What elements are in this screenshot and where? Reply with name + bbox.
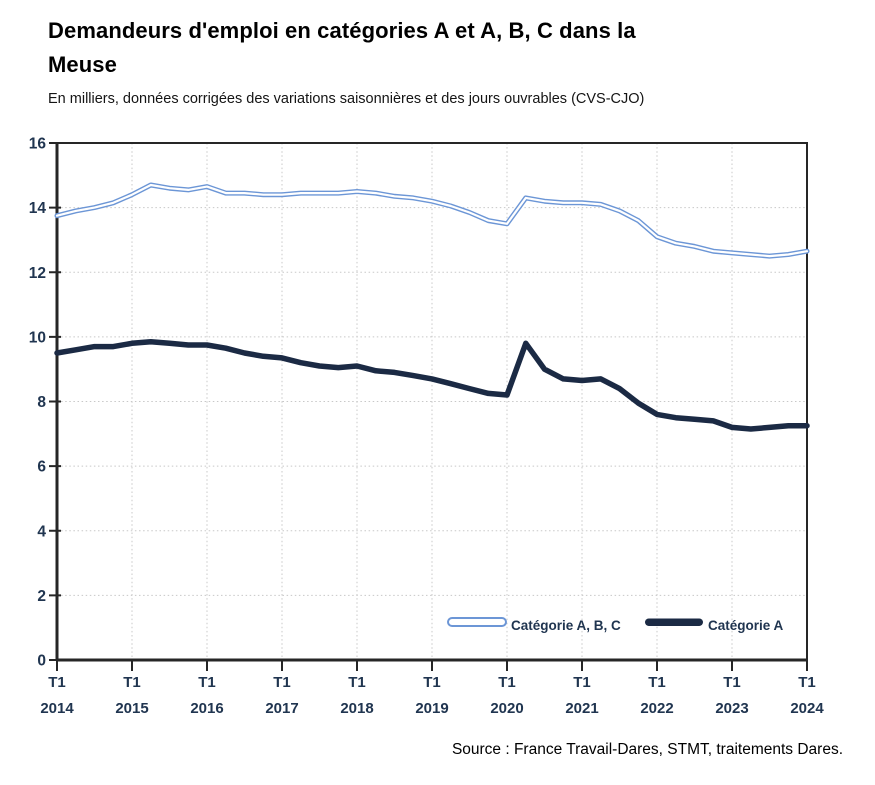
x-tick-label-quarter: T1	[123, 674, 141, 691]
line-chart: 0 2 4 6 8 10 12 14 16 T1 2014 T1 2015 T1 2016 T1 2017 T1 2…	[29, 136, 825, 718]
x-tick-label-year: 2020	[490, 700, 523, 717]
legend-swatch-categorie-a	[645, 618, 703, 626]
x-axis: T1 2014 T1 2015 T1 2016 T1 2017 T1 2018 T1 2019 T1 20…	[40, 660, 824, 717]
y-tick-label: 10	[29, 329, 46, 346]
x-tick-label-year: 2023	[715, 700, 748, 717]
gridlines	[57, 143, 807, 660]
legend-label-categorie-a: Catégorie A	[708, 618, 784, 633]
y-tick-label: 14	[29, 200, 47, 217]
y-tick-label: 12	[29, 265, 46, 282]
series-categorie-a-line	[54, 338, 810, 432]
legend-label-categorie-abc: Catégorie A, B, C	[511, 618, 621, 633]
y-tick-label: 2	[37, 588, 46, 605]
x-tick-label-quarter: T1	[48, 674, 66, 691]
x-tick-label-year: 2021	[565, 700, 598, 717]
x-tick-label-quarter: T1	[423, 674, 441, 691]
x-tick-label-year: 2022	[640, 700, 673, 717]
x-tick-label-year: 2016	[190, 700, 223, 717]
y-tick-label: 8	[37, 394, 46, 411]
source-note: Source : France Travail-Dares, STMT, tra…	[451, 741, 843, 758]
x-tick-label-year: 2024	[790, 700, 824, 717]
legend-swatch-categorie-abc	[447, 617, 507, 627]
y-tick-label: 4	[37, 523, 46, 540]
chart-title: Demandeurs d'emploi en catégories A et A…	[48, 14, 815, 82]
x-tick-label-year: 2014	[40, 700, 74, 717]
legend: Catégorie A, B, C Catégorie A	[447, 617, 784, 633]
x-tick-label-quarter: T1	[198, 674, 216, 691]
x-tick-label-year: 2015	[115, 700, 148, 717]
x-tick-label-quarter: T1	[723, 674, 741, 691]
x-tick-label-quarter: T1	[348, 674, 366, 691]
chart-title-line1: Demandeurs d'emploi en catégories A et A…	[48, 18, 636, 43]
chart-subtitle: En milliers, données corrigées des varia…	[48, 91, 645, 107]
series-categorie-abc-core	[55, 183, 809, 258]
x-tick-label-quarter: T1	[498, 674, 516, 691]
x-tick-label-quarter: T1	[798, 674, 816, 691]
x-tick-label-quarter: T1	[648, 674, 666, 691]
chart-title-line2: Meuse	[48, 52, 117, 77]
chart-figure: 0 2 4 6 8 10 12 14 16 T1 2014 T1 2015 T1 2016 T1 2017 T1 2…	[0, 128, 875, 728]
x-tick-label-year: 2018	[340, 700, 373, 717]
x-tick-label-quarter: T1	[573, 674, 591, 691]
y-tick-label: 6	[37, 459, 46, 476]
y-tick-label: 0	[37, 653, 46, 670]
x-tick-label-quarter: T1	[273, 674, 291, 691]
y-axis: 0 2 4 6 8 10 12 14 16	[29, 136, 61, 670]
x-tick-label-year: 2017	[265, 700, 298, 717]
y-tick-label: 16	[29, 136, 47, 153]
x-tick-label-year: 2019	[415, 700, 448, 717]
